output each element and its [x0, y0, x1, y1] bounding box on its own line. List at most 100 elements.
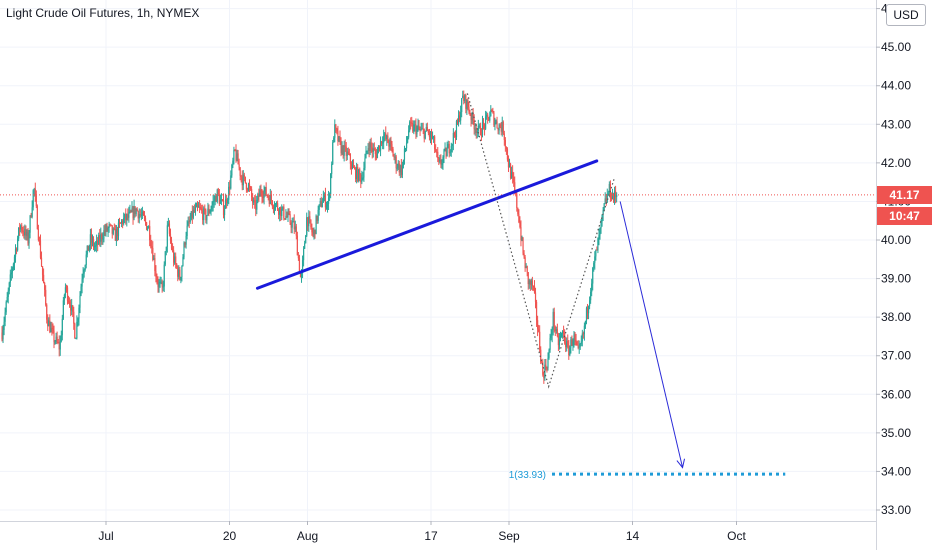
candle-body [431, 137, 434, 139]
candle-body [330, 173, 332, 195]
candle-body [520, 227, 522, 241]
candle-body [366, 150, 368, 152]
candle-body [237, 153, 239, 165]
candle-body [156, 276, 158, 283]
candle-body [498, 124, 500, 131]
candle-body [313, 229, 315, 234]
candle-body [337, 131, 339, 142]
candle-body [415, 124, 417, 135]
candle-body [20, 225, 22, 230]
candle-body [88, 245, 90, 251]
candle-body [93, 246, 96, 248]
candle-body [512, 171, 514, 177]
candle-body [134, 206, 136, 215]
candle-body [222, 200, 225, 216]
candle-body [116, 229, 119, 237]
candle-body [455, 121, 458, 137]
candle-body [67, 300, 70, 302]
candle-body [599, 228, 601, 236]
candle-body [252, 196, 254, 203]
candle-body [399, 165, 401, 173]
candle-body [214, 196, 216, 201]
candle-body [73, 311, 75, 324]
candle-body [63, 294, 65, 301]
candle-body [90, 234, 93, 243]
candle-body [168, 223, 171, 234]
candle-body [336, 128, 338, 132]
candle-body [518, 214, 520, 223]
candle-body [564, 333, 566, 343]
candle-body [265, 187, 267, 196]
candle-body [151, 246, 153, 249]
candle-body [280, 207, 282, 216]
candle-body [8, 282, 10, 291]
price-tick-label: 40.00 [881, 233, 911, 247]
candle-body [9, 274, 11, 283]
candle-body [581, 333, 583, 342]
candle-body [234, 149, 236, 151]
candle-body [194, 207, 197, 212]
candle-body [319, 201, 321, 205]
candle-body [335, 124, 337, 129]
candle-body [242, 174, 244, 186]
candle-body [453, 133, 455, 136]
candle-body [295, 226, 297, 236]
candle-body [358, 169, 360, 181]
candle-body [473, 120, 475, 130]
candle-body [474, 128, 476, 130]
candle-body [320, 201, 322, 207]
candle-body [375, 154, 377, 159]
candle-body [418, 125, 420, 130]
candle-body [608, 184, 610, 194]
candle-body [507, 159, 510, 168]
candle-body [104, 230, 106, 233]
time-axis-ticks[interactable]: Jul 20 Aug 17 Sep 14 Oct [98, 521, 746, 543]
candle-body [388, 142, 390, 147]
candle-body [112, 228, 114, 234]
candlestick-series [1, 90, 618, 384]
candle-body [341, 145, 343, 154]
candle-body [236, 153, 238, 161]
candle-body [223, 208, 226, 216]
candle-body [439, 159, 441, 162]
candle-body [420, 129, 422, 131]
candle-body [412, 123, 414, 132]
price-axis-ticks[interactable]: 33.00 34.00 35.00 36.00 37.00 38.00 39.00 40.00… [876, 2, 911, 517]
candle-body [209, 211, 211, 214]
candle-body [526, 266, 528, 273]
candle-body [476, 130, 478, 134]
candle-body [163, 264, 165, 287]
candle-body [471, 112, 473, 120]
candle-body [157, 282, 159, 287]
candle-body [292, 221, 294, 223]
candle-body [367, 148, 369, 151]
candle-body [152, 248, 154, 260]
candle-body [185, 235, 187, 245]
candle-body [35, 195, 37, 207]
candle-body [81, 279, 83, 287]
candle-body [283, 206, 285, 219]
candle-body [486, 114, 488, 117]
candle-body [379, 141, 382, 151]
candle-body [606, 193, 608, 202]
candle-body [191, 211, 193, 218]
candle-body [351, 164, 354, 169]
candle-body [422, 128, 424, 130]
candle-body [561, 331, 564, 334]
candle-body [233, 149, 235, 161]
candle-body [386, 135, 388, 140]
candle-body [207, 208, 209, 216]
candle-body [324, 193, 327, 208]
candle-body [385, 133, 387, 140]
currency-button[interactable]: USD [886, 4, 926, 26]
candle-body [557, 336, 559, 346]
candle-body [365, 150, 367, 159]
candle-body [147, 228, 149, 230]
candle-body [344, 145, 346, 147]
candle-body [528, 280, 530, 285]
candle-body [457, 115, 460, 124]
candle-body [184, 243, 186, 245]
candle-body [199, 206, 201, 208]
candle-body [381, 141, 383, 144]
